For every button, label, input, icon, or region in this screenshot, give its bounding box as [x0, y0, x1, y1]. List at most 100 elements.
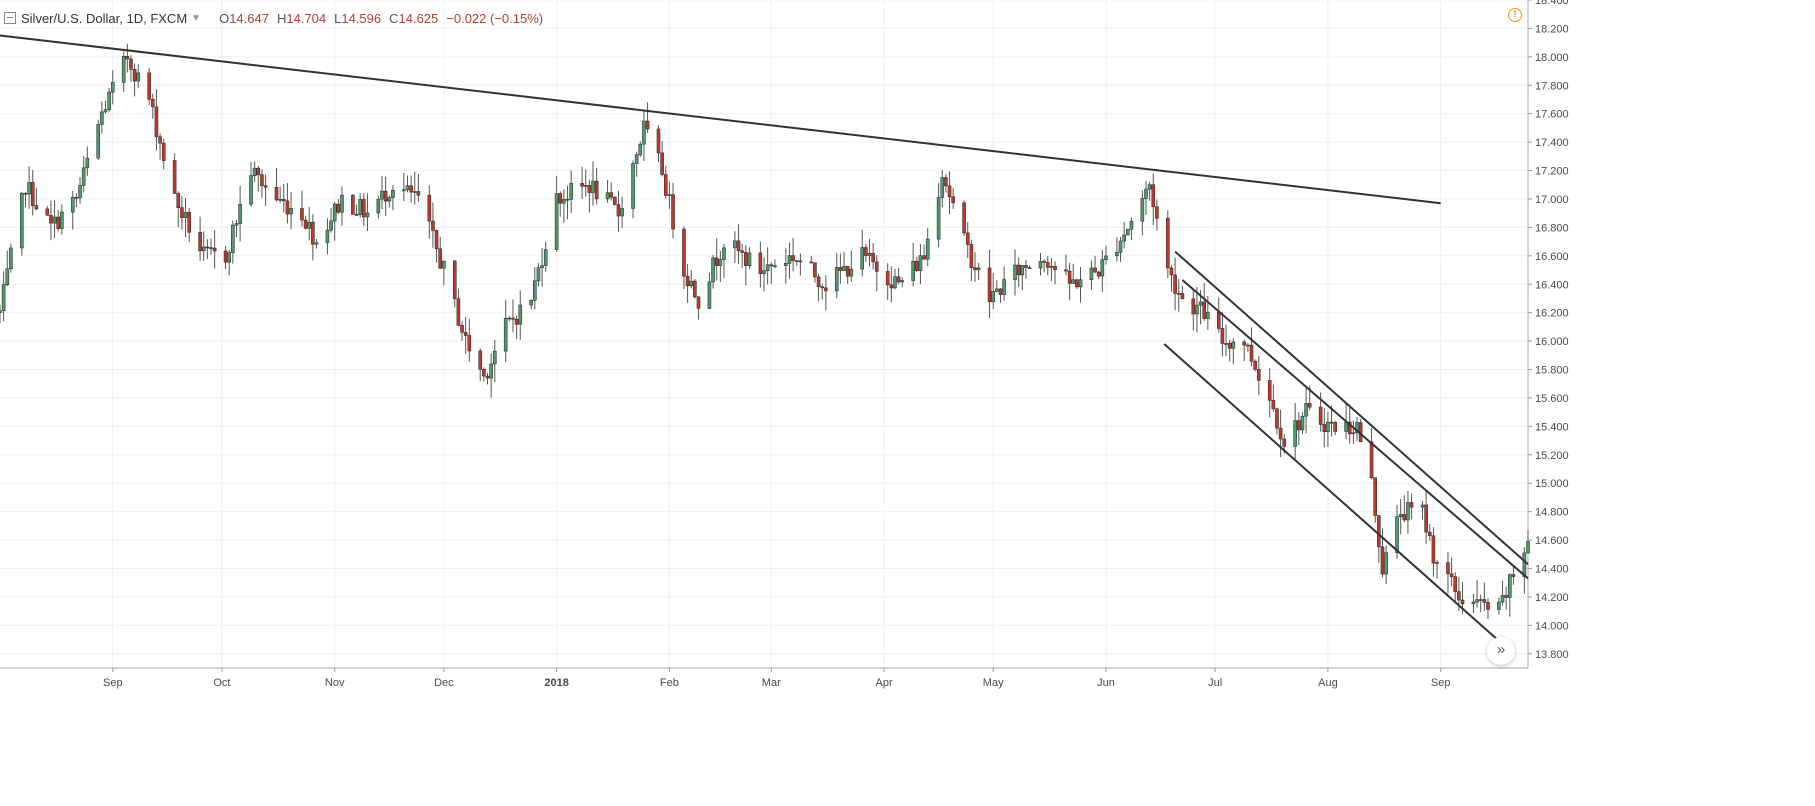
- candle-body: [176, 193, 181, 208]
- candle-body: [1275, 408, 1279, 429]
- candle-body: [591, 180, 595, 193]
- candle-body: [1206, 311, 1210, 319]
- candle-body: [1078, 279, 1083, 288]
- change-value: −0.022 (−0.15%): [446, 10, 544, 26]
- candle-body: [1013, 264, 1017, 280]
- candle-body: [1326, 421, 1330, 433]
- candle-body: [1220, 328, 1225, 344]
- candle-body: [813, 262, 817, 278]
- low-label: L: [334, 10, 342, 26]
- candle-body: [580, 183, 584, 187]
- candle-body: [1122, 234, 1126, 242]
- candle-body: [1246, 344, 1250, 347]
- candle-body: [416, 191, 421, 196]
- candle-body: [947, 185, 952, 198]
- candle-body: [132, 68, 137, 82]
- candle-body: [922, 255, 926, 260]
- candle-body: [824, 287, 828, 292]
- candle-body: [896, 276, 901, 283]
- candle-body: [973, 267, 977, 271]
- candle-body: [762, 270, 766, 274]
- candle-body: [27, 182, 31, 195]
- trendline[interactable]: [1181, 279, 1529, 580]
- candle-body: [1049, 265, 1054, 268]
- candle-body: [147, 72, 151, 100]
- candle-body: [358, 199, 362, 215]
- candle-body: [151, 99, 155, 108]
- candle-body: [336, 203, 341, 213]
- candle-body: [460, 324, 464, 333]
- candle-body: [758, 252, 763, 274]
- candle-body: [765, 264, 770, 272]
- candle-body: [20, 192, 24, 249]
- candle-body: [78, 185, 82, 199]
- candle-body: [845, 265, 850, 277]
- y-tick-label: 14.200: [1535, 592, 1569, 604]
- candle-body: [685, 275, 690, 287]
- candle-body: [5, 268, 10, 286]
- candle-body: [613, 196, 617, 205]
- candle-body: [212, 247, 217, 252]
- candle-body: [1478, 599, 1483, 601]
- candle-body: [478, 350, 483, 370]
- candle-body: [96, 124, 101, 159]
- candle-body: [172, 160, 177, 194]
- candle-body: [536, 267, 541, 282]
- candle-body: [56, 216, 61, 229]
- candle-body: [1297, 420, 1301, 431]
- candle-body: [838, 267, 843, 271]
- symbol-title[interactable]: Silver/U.S. Dollar, 1D, FXCM: [21, 10, 188, 26]
- candle-body: [205, 246, 210, 249]
- candle-body: [794, 260, 799, 262]
- candle-body: [1424, 504, 1428, 533]
- candle-body: [1449, 573, 1454, 577]
- candle-body: [136, 72, 141, 82]
- candle-body: [1096, 271, 1101, 277]
- candle-body: [820, 286, 825, 289]
- candle-body: [860, 247, 865, 270]
- candle-body: [260, 174, 264, 186]
- candle-body: [303, 219, 308, 229]
- candle-body: [74, 196, 79, 199]
- candle-body: [49, 214, 53, 224]
- y-tick-label: 13.800: [1535, 649, 1569, 661]
- candle-body: [936, 197, 941, 240]
- candle-body: [45, 208, 50, 216]
- candle-body: [1304, 403, 1308, 417]
- minus-box-icon[interactable]: [4, 12, 16, 24]
- y-tick-label: 15.800: [1535, 365, 1569, 377]
- candle-body: [1460, 599, 1465, 605]
- candle-body: [1406, 502, 1410, 521]
- candle-body: [1511, 574, 1516, 577]
- candle-body: [1104, 255, 1108, 260]
- candle-body: [1071, 279, 1076, 284]
- candle-body: [991, 291, 996, 303]
- candle-body: [791, 255, 795, 261]
- candle-body: [1253, 360, 1257, 370]
- candle-body: [154, 106, 159, 137]
- trendline[interactable]: [1163, 343, 1515, 655]
- candle-body: [103, 109, 108, 113]
- candle-body: [1155, 206, 1159, 219]
- double-chevron-right-icon[interactable]: »: [1487, 637, 1515, 665]
- candle-body: [1166, 217, 1170, 269]
- candle-body: [911, 260, 915, 281]
- alert-icon[interactable]: !: [1508, 8, 1522, 22]
- candle-body: [391, 190, 395, 198]
- x-tick-label: 2018: [544, 677, 568, 689]
- trendline[interactable]: [0, 34, 1441, 205]
- candle-body: [1, 284, 6, 312]
- chevron-down-icon[interactable]: ▼: [191, 12, 202, 24]
- candle-body: [507, 317, 512, 320]
- trendline[interactable]: [1174, 250, 1529, 565]
- candle-body: [1384, 552, 1388, 575]
- candle-body: [740, 250, 744, 253]
- candle-body: [1420, 504, 1425, 508]
- candle-body: [656, 128, 661, 154]
- candle-body: [940, 177, 945, 198]
- candle-body: [383, 190, 388, 202]
- candle-body: [1147, 184, 1152, 190]
- candle-body: [252, 167, 257, 176]
